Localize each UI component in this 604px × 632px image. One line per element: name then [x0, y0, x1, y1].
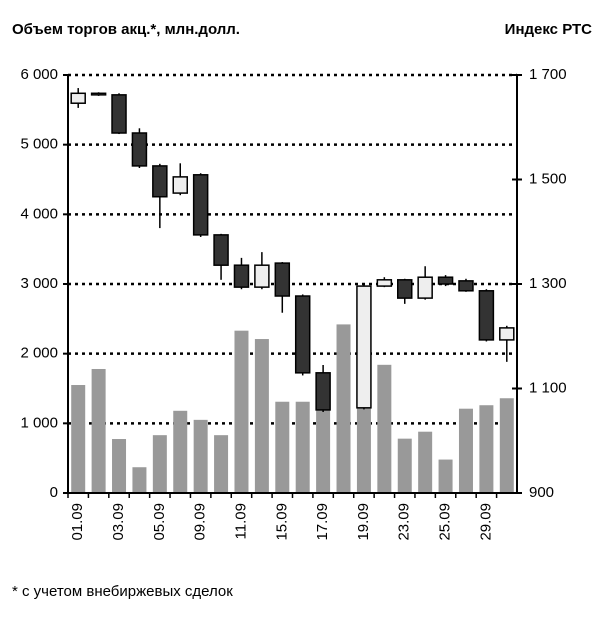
candle-body: [111, 94, 127, 134]
x-tick-label: 01.09: [69, 503, 86, 541]
y2-tick-label: 1 500: [529, 170, 567, 187]
bar: [275, 401, 290, 493]
y2-tick-label: 1 100: [529, 379, 567, 396]
candle-body: [233, 264, 250, 288]
y-tick-label: 0: [50, 484, 58, 501]
bar: [316, 409, 331, 493]
y-tick-label: 6 000: [20, 66, 58, 83]
bar: [397, 438, 412, 493]
bar: [234, 330, 249, 493]
x-tick-label: 05.09: [151, 503, 168, 541]
candle-body: [499, 327, 515, 341]
candle-body: [478, 290, 495, 341]
x-tick-label: 17.09: [314, 503, 331, 541]
x-tick-label: 19.09: [355, 503, 372, 541]
x-tick-label: 03.09: [110, 503, 127, 541]
candle-body: [131, 132, 148, 167]
footnote: * с учетом внебиржевых сделок: [12, 583, 233, 600]
candle-body: [397, 279, 413, 299]
bar: [295, 401, 310, 493]
bar: [173, 410, 188, 493]
bar: [458, 408, 473, 493]
candle-body: [254, 264, 270, 288]
y2-tick-label: 1 300: [529, 275, 567, 292]
bar: [193, 419, 208, 493]
x-tick-label: 09.09: [192, 503, 209, 541]
bar: [132, 467, 147, 493]
bar: [499, 398, 514, 493]
candle-body: [213, 234, 229, 266]
y2-tick-label: 1 700: [529, 66, 567, 83]
y2-tick-label: 900: [529, 484, 554, 501]
y-tick-label: 4 000: [20, 205, 58, 222]
bar: [214, 435, 229, 493]
candle-body: [192, 174, 209, 236]
candle-body: [172, 176, 188, 194]
bar: [356, 402, 371, 493]
bar: [71, 385, 86, 493]
y-tick-label: 5 000: [20, 136, 58, 153]
candle-body: [70, 92, 86, 104]
candle-body: [152, 165, 168, 198]
candle-body: [274, 262, 291, 297]
x-tick-label: 29.09: [477, 503, 494, 541]
candle-body: [458, 280, 474, 292]
bar: [254, 339, 269, 493]
bar: [91, 368, 106, 493]
candle-body: [294, 295, 311, 374]
bar: [418, 431, 433, 493]
y2-axis-label: Индекс РТС: [505, 21, 592, 38]
bar: [479, 405, 494, 493]
y-tick-label: 1 000: [20, 414, 58, 431]
x-tick-label: 15.09: [273, 503, 290, 541]
y-axis-label: Объем торгов акц.*, млн.долл.: [12, 21, 240, 38]
candle-body: [437, 276, 454, 285]
candle-body: [90, 92, 107, 96]
bar: [152, 435, 167, 493]
y-tick-label: 2 000: [20, 345, 58, 362]
x-tick-label: 11.09: [232, 503, 249, 539]
x-tick-label: 25.09: [437, 503, 454, 541]
x-tick-label: 23.09: [396, 503, 413, 541]
y-tick-label: 3 000: [20, 275, 58, 292]
bar: [112, 439, 127, 493]
candle-body: [356, 285, 372, 409]
bar: [438, 459, 453, 493]
bar: [377, 364, 392, 493]
candle-body: [417, 276, 433, 299]
bar: [336, 324, 351, 493]
candle-body: [376, 279, 393, 287]
candle-body: [315, 372, 331, 411]
